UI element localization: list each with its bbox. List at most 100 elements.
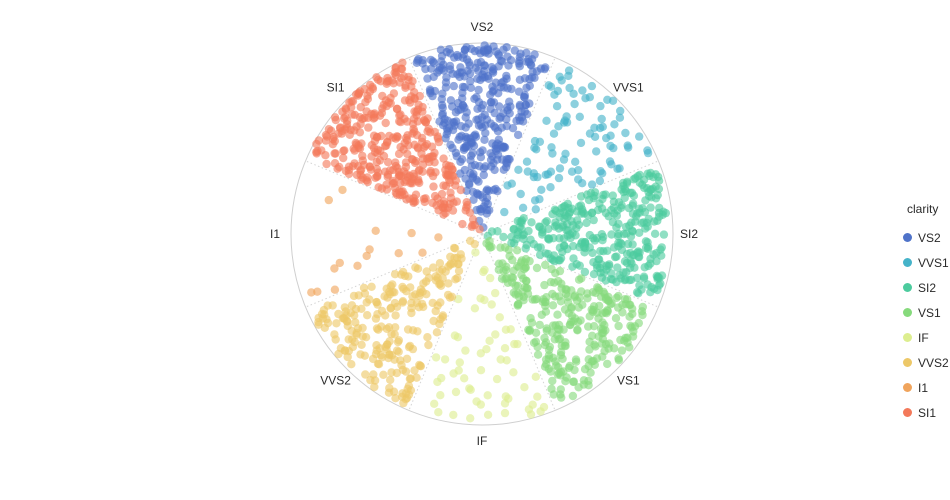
data-point-si2 xyxy=(582,218,591,228)
data-point-si1 xyxy=(401,81,410,90)
legend-item[interactable]: IF xyxy=(903,325,949,350)
legend-swatch xyxy=(903,308,912,317)
data-point-vs1 xyxy=(585,312,594,321)
data-point-si1 xyxy=(402,117,412,126)
data-point-vs1 xyxy=(584,376,593,385)
data-point-si1 xyxy=(372,133,382,142)
data-point-if xyxy=(434,408,443,417)
data-point-si2 xyxy=(551,218,560,227)
data-point-si1 xyxy=(344,166,354,175)
data-point-vs1 xyxy=(537,310,546,319)
data-point-vs2 xyxy=(513,130,523,140)
angular-tick-label: I1 xyxy=(270,227,280,241)
data-point-vs2 xyxy=(504,61,513,70)
data-point-vvs2 xyxy=(348,335,357,344)
data-point-vs1 xyxy=(569,377,578,386)
data-point-vs1 xyxy=(576,316,585,325)
data-point-vvs2 xyxy=(340,303,349,312)
legend-item[interactable]: VVS1 xyxy=(903,250,949,275)
data-point-vs2 xyxy=(466,151,476,160)
data-point-if xyxy=(496,355,505,364)
data-point-if xyxy=(466,414,475,423)
data-point-si1 xyxy=(341,104,350,113)
data-point-vs1 xyxy=(584,322,593,331)
data-point-vvs1 xyxy=(549,129,559,138)
data-point-if xyxy=(480,265,489,275)
data-point-si2 xyxy=(569,254,578,263)
legend-item[interactable]: VS2 xyxy=(903,225,949,250)
legend-item[interactable]: I1 xyxy=(903,375,949,400)
data-point-vs1 xyxy=(578,300,587,309)
data-point-vs2 xyxy=(522,83,531,93)
data-point-vvs1 xyxy=(571,157,580,166)
data-point-vs1 xyxy=(546,367,555,376)
legend-item[interactable]: VS1 xyxy=(903,300,949,325)
legend-swatch xyxy=(903,333,912,342)
data-point-vs1 xyxy=(517,270,526,280)
data-point-si2 xyxy=(634,247,643,256)
data-point-if xyxy=(482,345,491,354)
data-point-si2 xyxy=(611,252,620,262)
data-point-vvs1 xyxy=(643,146,652,155)
data-point-vvs1 xyxy=(546,82,556,91)
data-point-vvs1 xyxy=(564,66,574,75)
data-point-si2 xyxy=(499,232,508,242)
data-point-vvs1 xyxy=(635,132,644,141)
data-point-vvs2 xyxy=(390,270,400,279)
data-point-i1 xyxy=(434,233,443,242)
data-point-si1 xyxy=(434,206,443,215)
data-point-vs2 xyxy=(507,84,516,94)
data-point-if xyxy=(520,383,529,392)
data-point-vvs2 xyxy=(323,301,332,310)
data-point-if xyxy=(454,366,463,375)
data-point-si1 xyxy=(369,114,378,123)
data-point-si1 xyxy=(339,153,348,163)
data-point-vvs2 xyxy=(370,382,379,392)
data-point-vvs2 xyxy=(417,299,427,309)
data-point-vvs1 xyxy=(598,169,607,178)
data-point-si2 xyxy=(630,263,639,272)
data-point-vs1 xyxy=(519,292,528,301)
data-point-vvs2 xyxy=(385,383,394,393)
data-point-si2 xyxy=(654,184,664,194)
legend-item[interactable]: SI1 xyxy=(903,400,949,425)
data-point-si2 xyxy=(601,190,610,199)
data-point-vvs2 xyxy=(365,295,374,304)
legend-item[interactable]: VVS2 xyxy=(903,350,949,375)
data-point-si2 xyxy=(637,218,646,228)
data-point-if xyxy=(504,394,513,403)
data-point-si2 xyxy=(646,254,655,264)
data-point-vs1 xyxy=(521,263,530,272)
angular-tick-label: VS2 xyxy=(471,20,494,34)
data-point-vvs2 xyxy=(466,236,475,245)
data-point-si1 xyxy=(326,126,336,135)
data-point-si2 xyxy=(601,276,610,285)
data-point-if xyxy=(450,331,460,340)
data-point-si1 xyxy=(403,131,412,140)
data-point-si2 xyxy=(527,218,536,227)
data-point-vs1 xyxy=(542,324,551,333)
data-point-vs2 xyxy=(475,190,485,200)
data-point-if xyxy=(491,288,500,298)
data-point-si1 xyxy=(322,132,332,141)
data-point-vs2 xyxy=(481,197,490,207)
data-point-vvs2 xyxy=(397,270,406,279)
data-point-vvs1 xyxy=(555,164,565,173)
data-point-vs1 xyxy=(598,352,607,361)
data-point-vvs1 xyxy=(596,101,605,111)
data-point-vs2 xyxy=(456,169,465,178)
data-point-si1 xyxy=(359,160,369,170)
data-point-si1 xyxy=(394,167,403,176)
data-point-vs1 xyxy=(505,251,514,261)
data-point-vs2 xyxy=(490,108,499,118)
angular-tick-label: SI2 xyxy=(680,227,698,241)
data-point-vs2 xyxy=(502,155,511,164)
legend-item[interactable]: SI2 xyxy=(903,275,949,300)
data-point-vvs2 xyxy=(323,318,333,328)
data-point-vs1 xyxy=(529,338,539,347)
data-point-vvs2 xyxy=(363,311,372,320)
data-point-vs1 xyxy=(617,346,627,355)
data-point-vs2 xyxy=(466,77,475,86)
data-point-si2 xyxy=(521,244,530,253)
data-point-si2 xyxy=(580,267,590,277)
